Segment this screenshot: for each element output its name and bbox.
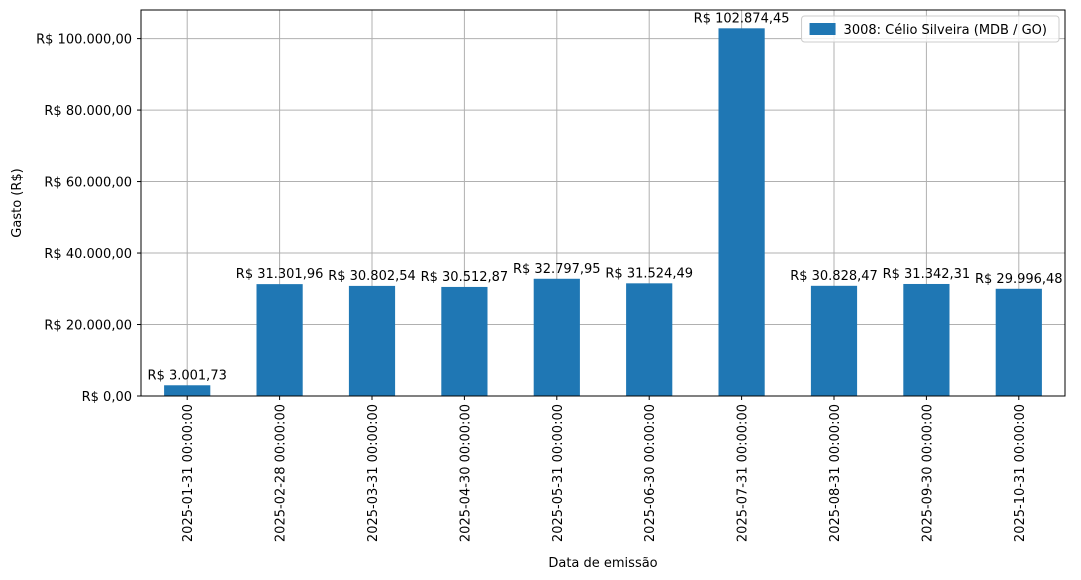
legend: 3008: Célio Silveira (MDB / GO)	[801, 15, 1060, 43]
bar-value-label: R$ 29.996,48	[975, 272, 1063, 287]
y-axis-label: Gasto (R$)	[10, 168, 25, 237]
y-tick-label: R$ 100.000,00	[36, 33, 132, 48]
bar	[995, 288, 1042, 396]
x-tick-label: 2025-04-30 00:00:00	[458, 404, 473, 542]
x-tick-label: 2025-05-31 00:00:00	[551, 404, 566, 542]
bar-value-label: R$ 31.301,96	[236, 267, 324, 282]
x-axis: 2025-01-31 00:00:00 2025-02-28 00:00:00 20…	[181, 396, 1028, 542]
x-tick-label: 2025-07-31 00:00:00	[736, 404, 751, 542]
bar	[903, 283, 950, 396]
legend-entry: 3008: Célio Silveira (MDB / GO)	[844, 23, 1047, 38]
bar-value-label: R$ 30.802,54	[328, 269, 416, 284]
x-axis-label: Data de emissão	[548, 556, 657, 571]
plot-frame	[140, 9, 1066, 397]
legend-box	[801, 15, 1060, 43]
y-tick-label: R$ 40.000,00	[44, 247, 132, 262]
y-tick-label: R$ 60.000,00	[44, 176, 132, 191]
x-tick-label: 2025-02-28 00:00:00	[274, 404, 289, 542]
bar-value-label: R$ 102.874,45	[694, 11, 790, 26]
bar	[164, 385, 211, 396]
bar-value-label: R$ 31.524,49	[605, 266, 693, 281]
y-tick-label: R$ 80.000,00	[44, 104, 132, 119]
bar	[810, 285, 858, 396]
x-tick-label: 2025-03-31 00:00:00	[366, 404, 381, 542]
y-axis: R$ 0,00 R$ 20.000,00 R$ 40.000,00 R$ 60.000…	[36, 33, 141, 405]
x-tick-label: 2025-10-31 00:00:00	[1013, 404, 1028, 542]
bar-value-label: R$ 32.797,95	[513, 262, 601, 277]
bar-value-label: R$ 30.512,87	[421, 270, 509, 285]
y-tick-label: R$ 0,00	[82, 390, 132, 405]
x-tick-label: 2025-01-31 00:00:00	[181, 404, 196, 542]
bar-value-label: R$ 31.342,31	[883, 267, 971, 282]
legend-swatch	[809, 23, 836, 35]
y-tick-label: R$ 20.000,00	[44, 319, 132, 334]
bar	[533, 278, 580, 396]
bars-layer	[164, 28, 1042, 397]
bar	[718, 28, 765, 397]
bar	[626, 283, 673, 396]
bar	[441, 286, 488, 396]
bar-value-label: R$ 30.828,47	[790, 269, 878, 284]
x-tick-label: 2025-08-31 00:00:00	[828, 404, 843, 542]
bar-value-label: R$ 3.001,73	[148, 368, 227, 383]
x-tick-label: 2025-09-30 00:00:00	[920, 404, 935, 542]
bar	[348, 285, 396, 396]
data-labels-layer: R$ 3.001,73 R$ 31.301,96 R$ 30.802,54 R$ 30…	[148, 11, 1063, 383]
bar	[256, 284, 303, 396]
x-tick-label: 2025-06-30 00:00:00	[643, 404, 658, 542]
